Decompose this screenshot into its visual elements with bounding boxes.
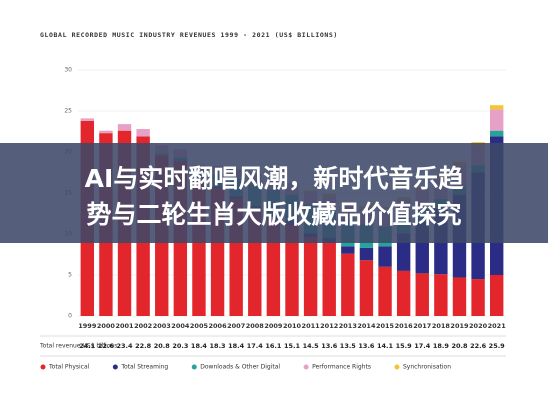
total-value: 20.8: [451, 342, 468, 350]
legend-swatch: [394, 364, 400, 370]
total-value: 16.1: [265, 342, 282, 350]
total-value: 13.6: [358, 342, 375, 350]
total-value: 17.4: [414, 342, 431, 350]
y-tick-label: 0: [68, 313, 72, 320]
x-tick-label: 2000: [97, 322, 116, 330]
legend-label: Downloads & Other Digital: [200, 364, 280, 371]
x-tick-label: 2020: [469, 322, 488, 330]
total-value: 18.3: [210, 342, 226, 350]
totals-label: Total revenue US$ billions: [39, 343, 117, 350]
legend-label: Total Physical: [48, 364, 90, 371]
bar-segment: [285, 224, 299, 316]
total-value: 14.1: [377, 342, 394, 350]
bar-segment: [434, 274, 448, 316]
x-tick-label: 2008: [246, 322, 265, 330]
bar-segment: [80, 118, 95, 121]
x-tick-label: 2002: [134, 322, 152, 330]
bar-segment: [471, 279, 485, 316]
bar-segment: [322, 243, 336, 316]
total-value: 23.4: [116, 342, 133, 350]
total-value: 25.9: [489, 342, 506, 350]
legend-swatch: [303, 364, 309, 370]
overlay-title-line: AI与实时翻唱风潮，新时代音乐趋: [85, 164, 465, 193]
total-value: 13.5: [340, 342, 357, 350]
total-value: 13.6: [321, 342, 338, 350]
bar-segment: [489, 275, 504, 316]
total-value: 20.3: [172, 342, 188, 350]
overlay-title-line: 势与二轮生肖大版收藏品价值探究: [86, 200, 461, 229]
bar-segment: [489, 130, 504, 137]
x-tick-label: 2013: [339, 322, 357, 330]
bar-segment: [341, 246, 355, 254]
x-tick-label: 2015: [376, 322, 395, 330]
total-value: 20.8: [154, 342, 171, 350]
total-value: 22.6: [98, 342, 115, 350]
overlay-banner: [0, 143, 548, 243]
x-tick-label: 2012: [320, 322, 338, 330]
x-tick-label: 2006: [209, 322, 228, 330]
total-value: 15.1: [284, 342, 301, 350]
x-tick-label: 2019: [450, 322, 469, 330]
x-tick-label: 2021: [488, 322, 507, 330]
bar-segment: [489, 105, 504, 110]
legend-swatch: [40, 364, 46, 370]
y-tick-label: 30: [64, 67, 72, 74]
total-value: 14.5: [303, 342, 320, 350]
y-tick-label: 25: [64, 108, 72, 115]
bar-segment: [378, 266, 392, 316]
total-value: 17.4: [247, 342, 264, 350]
legend-label: Synchronisation: [403, 364, 451, 371]
y-tick-label: 5: [68, 272, 72, 279]
x-tick-label: 2018: [432, 322, 451, 330]
x-tick-label: 2016: [395, 322, 414, 330]
total-value: 22.6: [470, 342, 487, 350]
legend-swatch: [191, 364, 197, 370]
legend-label: Total Streaming: [120, 364, 168, 371]
bar-segment: [117, 124, 132, 131]
total-value: 15.9: [396, 342, 413, 350]
legend-swatch: [112, 364, 118, 370]
bar-segment: [378, 246, 392, 267]
bar-segment: [452, 277, 467, 316]
total-value: 18.9: [433, 342, 450, 350]
x-tick-label: 2014: [357, 322, 376, 330]
x-tick-label: 1999: [78, 322, 97, 330]
total-value: 18.4: [228, 342, 245, 350]
total-value: 18.4: [191, 342, 208, 350]
bar-segment: [341, 253, 355, 316]
x-tick-label: 2005: [190, 322, 209, 330]
chart-title: GLOBAL RECORDED MUSIC INDUSTRY REVENUES …: [40, 31, 338, 39]
x-tick-label: 2001: [115, 322, 134, 330]
watermark: 知乎 @音乐先声: [452, 372, 533, 386]
x-tick-label: 2017: [413, 322, 431, 330]
bar-segment: [415, 273, 429, 316]
total-value: 24.1: [79, 342, 96, 350]
bar-segment: [359, 260, 374, 316]
x-tick-label: 2009: [264, 322, 283, 330]
total-value: 22.8: [135, 342, 152, 350]
x-tick-label: 2011: [302, 322, 321, 330]
x-tick-label: 2010: [283, 322, 302, 330]
bar-segment: [359, 247, 374, 261]
bar-segment: [99, 130, 113, 134]
bar-segment: [396, 270, 411, 316]
bar-segment: [489, 109, 504, 131]
legend-label: Performance Rights: [312, 364, 371, 371]
x-tick-label: 2003: [153, 322, 171, 330]
x-tick-label: 2004: [171, 322, 190, 330]
bar-segment: [136, 129, 150, 137]
x-tick-label: 2007: [227, 322, 245, 330]
bar-segment: [303, 237, 318, 316]
